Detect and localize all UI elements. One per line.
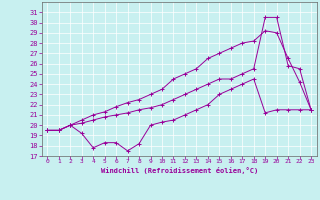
X-axis label: Windchill (Refroidissement éolien,°C): Windchill (Refroidissement éolien,°C): [100, 167, 258, 174]
